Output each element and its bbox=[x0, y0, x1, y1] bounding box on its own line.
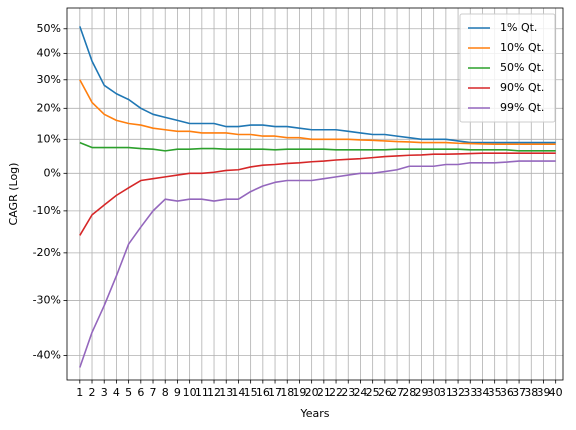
x-tick-label: 22 bbox=[329, 386, 343, 399]
x-tick-label: 27 bbox=[390, 386, 404, 399]
plot-frame bbox=[66, 7, 564, 381]
x-axis-label: Years bbox=[299, 407, 329, 420]
y-tick-label: -40% bbox=[33, 348, 61, 361]
x-tick-label: 4 bbox=[113, 386, 120, 399]
series-line bbox=[79, 141, 556, 152]
x-tick-label: 6 bbox=[137, 386, 144, 399]
x-tick-label: 16 bbox=[256, 386, 270, 399]
y-tick-label: -20% bbox=[33, 246, 61, 259]
x-tick-label: 20 bbox=[305, 386, 319, 399]
x-tick-label: 36 bbox=[500, 386, 514, 399]
x-tick-label: 12 bbox=[207, 386, 221, 399]
x-tick-label: 25 bbox=[366, 386, 380, 399]
x-tick-label: 5 bbox=[125, 386, 132, 399]
y-tick-label: -10% bbox=[33, 204, 61, 217]
x-tick-label: 37 bbox=[512, 386, 526, 399]
y-tick-label: 30% bbox=[37, 73, 61, 86]
x-tick-label: 11 bbox=[195, 386, 209, 399]
x-tick-label: 19 bbox=[292, 386, 306, 399]
x-tick-label: 33 bbox=[463, 386, 477, 399]
x-tick-label: 17 bbox=[268, 386, 282, 399]
y-tick-label: 10% bbox=[37, 132, 61, 145]
x-tick-label: 1 bbox=[76, 386, 83, 399]
x-tick-label: 24 bbox=[353, 386, 367, 399]
series-line bbox=[79, 152, 556, 236]
y-axis-label: CAGR (Log) bbox=[7, 163, 20, 226]
x-tick-label: 8 bbox=[162, 386, 169, 399]
x-tick-label: 26 bbox=[378, 386, 392, 399]
x-tick-label: 3 bbox=[101, 386, 108, 399]
y-tick-label: -30% bbox=[33, 293, 61, 306]
x-tick-label: 10 bbox=[183, 386, 197, 399]
x-tick-label: 32 bbox=[451, 386, 465, 399]
legend: 1% Qt. 10% Qt. 50% Qt. 90% Qt. 99% Qt. bbox=[459, 13, 556, 123]
legend-label: 99% Qt. bbox=[500, 101, 544, 114]
x-tick-label: 28 bbox=[402, 386, 416, 399]
legend-label: 10% Qt. bbox=[500, 41, 544, 54]
x-tick-label: 2 bbox=[89, 386, 96, 399]
y-tick-label: 0% bbox=[44, 166, 61, 179]
x-tick-label: 14 bbox=[231, 386, 245, 399]
x-tick-label: 29 bbox=[414, 386, 428, 399]
y-tick-label: 50% bbox=[37, 22, 61, 35]
x-tick-label: 7 bbox=[150, 386, 157, 399]
series-line bbox=[79, 79, 556, 146]
x-tick-label: 30 bbox=[427, 386, 441, 399]
x-tick-label: 15 bbox=[244, 386, 258, 399]
x-tick-label: 18 bbox=[280, 386, 294, 399]
series-line bbox=[79, 160, 556, 368]
x-tick-label: 38 bbox=[524, 386, 538, 399]
legend-label: 1% Qt. bbox=[500, 21, 537, 34]
y-tick-label: 20% bbox=[37, 101, 61, 114]
x-tick-label: 13 bbox=[219, 386, 233, 399]
x-tick-label: 34 bbox=[475, 386, 489, 399]
x-tick-label: 39 bbox=[536, 386, 550, 399]
legend-label: 50% Qt. bbox=[500, 61, 544, 74]
x-tick-label: 35 bbox=[488, 386, 502, 399]
legend-box bbox=[459, 13, 556, 123]
x-tick-label: 40 bbox=[549, 386, 563, 399]
x-tick-label: 23 bbox=[341, 386, 355, 399]
series-line bbox=[79, 26, 556, 144]
y-tick-label: 40% bbox=[37, 46, 61, 59]
x-tick-label: 9 bbox=[174, 386, 181, 399]
x-tick-label: 31 bbox=[439, 386, 453, 399]
x-tick-label: 21 bbox=[317, 386, 331, 399]
legend-label: 90% Qt. bbox=[500, 81, 544, 94]
